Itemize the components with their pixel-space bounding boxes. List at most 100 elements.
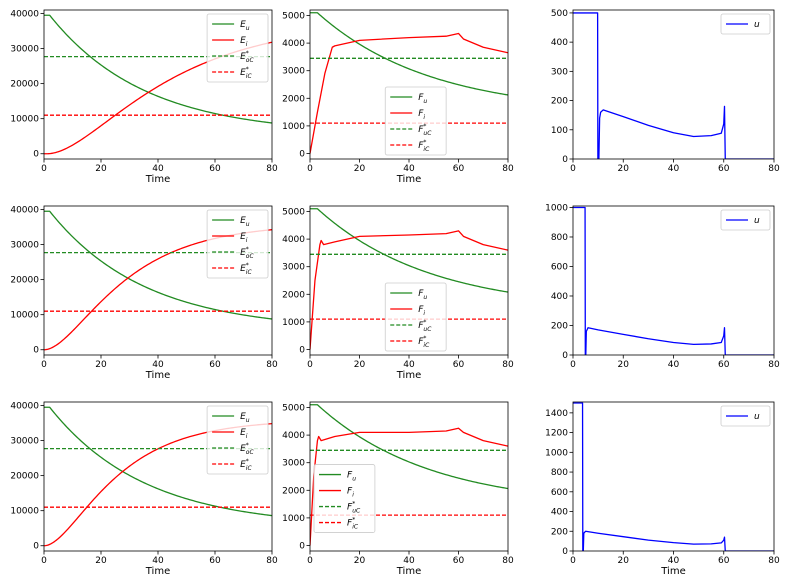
legend-label-f-i: Fi <box>418 109 425 121</box>
series-line-f-u <box>310 12 508 96</box>
legend: u <box>720 13 771 35</box>
y-tick-label: 40000 <box>10 206 39 216</box>
y-tick-label: 3000 <box>282 67 305 77</box>
series-line-f-u <box>310 208 508 293</box>
x-tick-label: 60 <box>718 556 730 566</box>
y-tick-label: 0 <box>562 351 568 361</box>
legend: Fu Fi F* uC F* iC <box>384 282 447 352</box>
plot-area <box>573 12 774 159</box>
legend-label-e-ic: E* iC <box>240 66 252 80</box>
x-axis-label: Time <box>396 370 421 381</box>
legend-box <box>313 464 376 533</box>
y-tick-label: 1000 <box>282 122 305 132</box>
y-tick-label: 600 <box>551 488 568 498</box>
y-tick-label: 600 <box>551 262 568 272</box>
legend-box <box>206 13 269 83</box>
legend-label-f-uc: F* uC <box>347 501 361 515</box>
x-tick-label: 0 <box>307 360 313 370</box>
x-tick-label: 0 <box>570 360 576 370</box>
x-tick-label: 60 <box>453 164 465 174</box>
x-tick-label: 20 <box>95 556 107 566</box>
y-tick-label: 800 <box>551 468 568 478</box>
x-tick-label: 40 <box>668 556 680 566</box>
y-tick-label: 40000 <box>10 10 39 20</box>
x-tick-label: 0 <box>41 164 47 174</box>
legend-label-e-oc: E* oC <box>240 442 254 456</box>
y-tick-label: 0 <box>562 155 568 165</box>
legend-label-e-i: Ei <box>240 232 248 244</box>
y-tick-label: 10000 <box>10 507 39 517</box>
legend-label-e-u: Eu <box>240 216 250 228</box>
x-tick-label: 0 <box>307 556 313 566</box>
y-tick-label: 30000 <box>10 45 39 55</box>
x-tick-label: 0 <box>570 164 576 174</box>
chart-r0c0: 0 20 40 60 80 0 10000 20000 30000 40000 Time Eu Ei E*… <box>10 10 278 185</box>
series-line-u <box>573 12 774 159</box>
legend-label-u: u <box>754 412 760 422</box>
plot-area <box>573 402 774 551</box>
y-tick-label: 0 <box>33 150 39 160</box>
x-axis-label: Time <box>660 566 685 577</box>
y-tick-label: 1000 <box>545 203 568 213</box>
legend-label-f-i: Fi <box>418 305 425 317</box>
legend-label-f-ic: F* iC <box>418 335 430 349</box>
x-tick-label: 40 <box>403 360 415 370</box>
chart-r2c1: 0 20 40 60 80 0 1000 2000 3000 4000 5000 Time Fu Fi F*… <box>282 401 514 577</box>
legend-label-e-i: Ei <box>240 428 248 440</box>
y-tick-label: 1000 <box>282 514 305 524</box>
legend: u <box>720 405 771 427</box>
y-tick-label: 1400 <box>545 409 568 419</box>
y-tick-label: 0 <box>299 149 305 159</box>
series-line-e-u <box>44 406 272 517</box>
x-tick-label: 0 <box>41 556 47 566</box>
x-axis-label: Time <box>145 370 170 381</box>
legend: u <box>720 209 771 231</box>
series-line-u <box>573 402 774 551</box>
x-tick-label: 40 <box>152 556 164 566</box>
y-tick-label: 300 <box>551 67 568 77</box>
x-axis-label: Time <box>396 174 421 185</box>
series-line-f-i <box>310 32 508 154</box>
y-tick-label: 800 <box>551 233 568 243</box>
series-line-f-u <box>310 404 508 490</box>
x-tick-label: 20 <box>354 556 366 566</box>
x-axis-label: Time <box>145 174 170 185</box>
legend-label-f-uc: F* uC <box>418 123 432 137</box>
legend: Fu Fi F* uC F* iC <box>313 464 376 533</box>
y-tick-label: 400 <box>551 292 568 302</box>
legend-label-u: u <box>754 216 760 226</box>
y-tick-label: 5000 <box>282 208 305 218</box>
y-tick-label: 5000 <box>282 404 305 414</box>
legend-label-e-u: Eu <box>240 412 250 424</box>
chart-r1c0: 0 20 40 60 80 0 10000 20000 30000 40000 Time Eu Ei E*… <box>10 206 278 381</box>
x-tick-label: 80 <box>768 556 780 566</box>
x-tick-label: 60 <box>209 360 221 370</box>
y-tick-label: 200 <box>551 527 568 537</box>
y-tick-label: 2000 <box>282 94 305 104</box>
legend-label-e-u: Eu <box>240 20 250 32</box>
x-axis-label: Time <box>396 566 421 577</box>
legend: Eu Ei E* oC E* iC <box>206 405 269 475</box>
y-tick-label: 100 <box>551 126 568 136</box>
x-tick-label: 40 <box>668 164 680 174</box>
y-tick-label: 500 <box>551 9 568 19</box>
y-tick-label: 20000 <box>10 80 39 90</box>
x-tick-label: 0 <box>570 556 576 566</box>
legend-label-f-uc: F* uC <box>418 319 432 333</box>
x-tick-label: 40 <box>403 164 415 174</box>
x-tick-label: 80 <box>502 360 514 370</box>
x-tick-label: 40 <box>403 556 415 566</box>
x-tick-label: 80 <box>502 164 514 174</box>
chart-r2c0: 0 20 40 60 80 0 10000 20000 30000 40000 Time Eu Ei E*… <box>10 402 278 577</box>
x-tick-label: 60 <box>718 164 730 174</box>
legend: Eu Ei E* oC E* iC <box>206 13 269 83</box>
series-line-e-u <box>44 14 272 124</box>
y-tick-label: 3000 <box>282 459 305 469</box>
x-tick-label: 20 <box>95 164 107 174</box>
y-tick-label: 10000 <box>10 115 39 125</box>
y-tick-label: 2000 <box>282 290 305 300</box>
y-tick-label: 0 <box>33 542 39 552</box>
y-tick-label: 5000 <box>282 12 305 22</box>
